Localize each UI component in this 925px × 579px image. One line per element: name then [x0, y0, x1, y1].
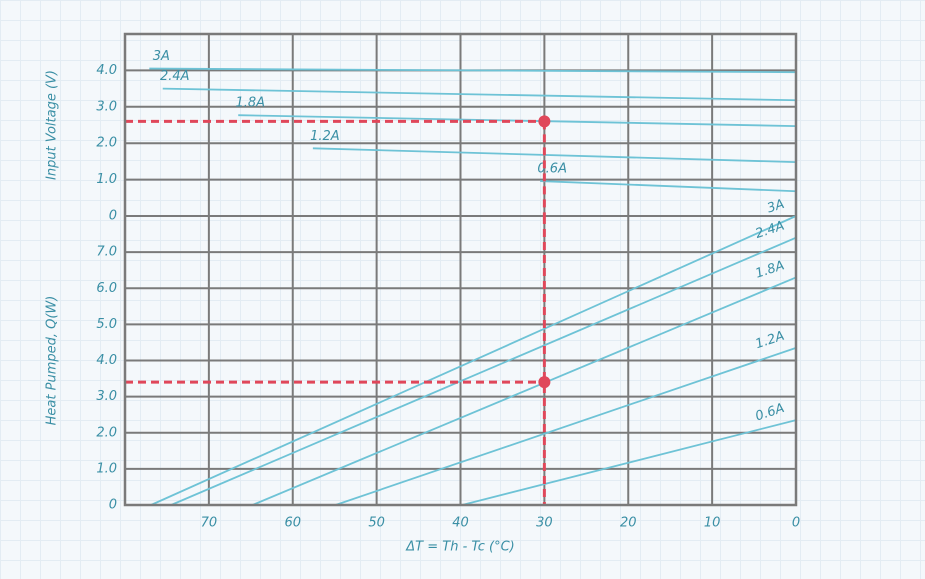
- y-tick-label: 0: [109, 498, 117, 513]
- x-tick-label: 20: [620, 516, 637, 531]
- y-axis-label: Heat Pumped, Q(W): [45, 296, 60, 426]
- y-tick-label: 4.0: [96, 63, 117, 78]
- series-line: [170, 236, 797, 506]
- series-label: 1.8A: [754, 258, 787, 281]
- plot-frame: [123, 32, 798, 507]
- series-line: [461, 419, 797, 506]
- series-line: [150, 215, 797, 506]
- y-tick-label: 0: [109, 209, 117, 224]
- y-tick-label: 1.0: [96, 461, 117, 476]
- series-line: [312, 147, 797, 164]
- y-tick-label: 6.0: [96, 281, 117, 296]
- y-tick-label: 2.0: [96, 425, 117, 440]
- series-label: 3A: [153, 49, 170, 64]
- series-label: 0.6A: [754, 401, 787, 424]
- y-tick-label: 1.0: [96, 172, 117, 187]
- series-line: [252, 276, 797, 506]
- series-label: 1.2A: [754, 329, 787, 352]
- series-label: 1.2A: [310, 129, 340, 144]
- series-line: [335, 347, 797, 506]
- x-tick-label: 0: [792, 516, 800, 531]
- y-tick-label: 3.0: [96, 99, 117, 114]
- series-label: 2.4A: [160, 69, 190, 84]
- x-tick-label: 60: [284, 516, 301, 531]
- y-tick-label: 5.0: [96, 317, 117, 332]
- x-tick-label: 40: [452, 516, 469, 531]
- y-tick-label: 2.0: [96, 136, 117, 151]
- highlight-point: [538, 115, 551, 128]
- series-label: 2.4A: [754, 219, 787, 242]
- x-tick-label: 50: [368, 516, 385, 531]
- x-axis-label: ΔT = Th - Tc (°C): [405, 540, 514, 555]
- series-line: [540, 180, 797, 193]
- series-label: 3A: [765, 197, 786, 217]
- series-line: [149, 67, 797, 74]
- series-label: 1.8A: [235, 96, 265, 111]
- y-tick-label: 4.0: [96, 353, 117, 368]
- y-tick-label: 3.0: [96, 389, 117, 404]
- x-tick-label: 10: [704, 516, 721, 531]
- y-tick-label: 7.0: [96, 245, 117, 260]
- series-label: 0.6A: [537, 162, 567, 177]
- series-line: [162, 87, 797, 102]
- y-axis-label: Input Voltage (V): [45, 70, 60, 180]
- x-tick-label: 70: [201, 516, 218, 531]
- highlight-point: [538, 376, 551, 389]
- x-tick-label: 30: [536, 516, 553, 531]
